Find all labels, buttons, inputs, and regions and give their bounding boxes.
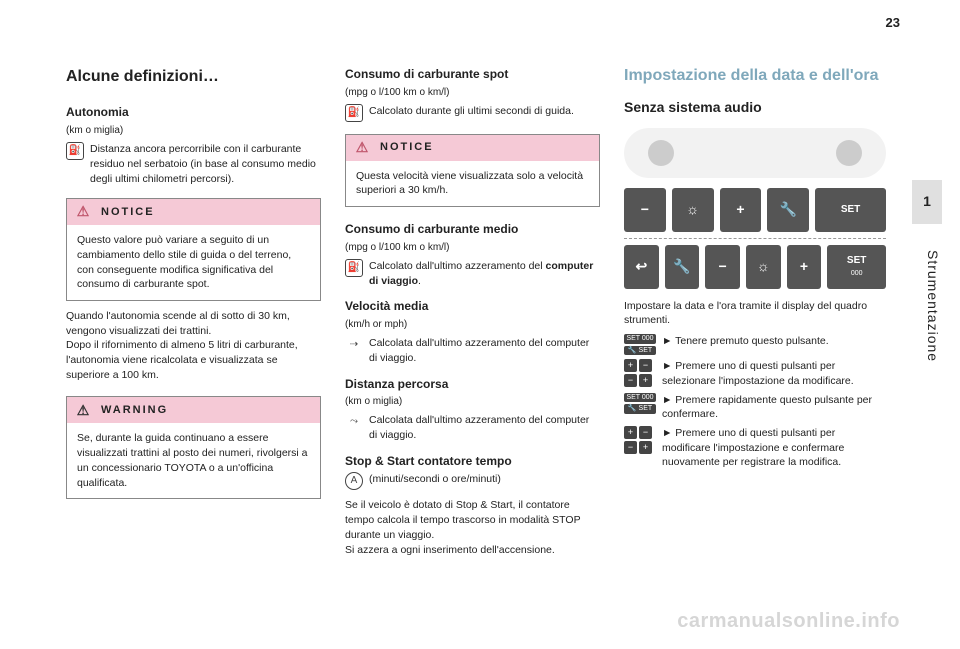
notice-header-1: ⚠ NOTICE <box>67 199 320 225</box>
dist-desc: Calcolata dall'ultimo azzeramento del co… <box>369 413 600 442</box>
heading-spot: Consumo di carburante spot <box>345 66 600 83</box>
heading-stop: Stop & Start contatore tempo <box>345 453 600 470</box>
brightness-button-2: ☼ <box>746 245 781 289</box>
col1-mid-para: Quando l'autonomia scende al di sotto di… <box>66 309 321 382</box>
tiny-plus-icon: + <box>624 426 637 439</box>
stop-para: Se il veicolo è dotato di Stop & Start, … <box>345 498 600 557</box>
units-autonomia: (km o miglia) <box>66 124 321 138</box>
tiny-plus-icon: + <box>639 374 652 387</box>
tiny-plus-icon: + <box>639 441 652 454</box>
units-medio: (mpg o l/100 km o km/l) <box>345 241 600 255</box>
distance-icon: ⤳ <box>345 413 363 431</box>
tiny-plus-icon: + <box>624 359 637 372</box>
minus-button: − <box>624 188 666 232</box>
minus-button-2: − <box>705 245 740 289</box>
chapter-tab: 1 <box>912 180 942 224</box>
notice-body-1: Questo valore può variare a seguito di u… <box>67 225 320 300</box>
fuel-pump-icon: ⛽ <box>66 142 84 160</box>
set-button: SET <box>815 188 886 232</box>
heading-medio: Consumo di carburante medio <box>345 221 600 238</box>
dash-dial-left <box>648 140 674 166</box>
autonomia-desc: Distanza ancora percorribile con il carb… <box>90 142 321 186</box>
button-row-2: ↩ 🔧 − ☼ + SET000 <box>624 238 886 289</box>
spot-block: ⛽ Calcolato durante gli ultimi secondi d… <box>345 104 600 122</box>
brightness-button: ☼ <box>672 188 714 232</box>
column-3: Impostazione della data e dell'ora Senza… <box>624 66 886 563</box>
notice-label-1: NOTICE <box>101 205 155 220</box>
step4-icons: +− −+ <box>624 426 656 454</box>
step4-text: ► Premere uno di questi pulsanti per mod… <box>662 426 886 470</box>
col3-intro: Impostare la data e l'ora tramite il dis… <box>624 299 886 328</box>
speed-icon: ⇢ <box>345 336 363 354</box>
dash-dial-right <box>836 140 862 166</box>
wrench-button-2: 🔧 <box>665 245 700 289</box>
fuel-spot-icon: ⛽ <box>345 104 363 122</box>
heading-dist: Distanza percorsa <box>345 376 600 393</box>
column-1: Alcune definizioni… Autonomia (km o migl… <box>66 66 321 563</box>
medio-block: ⛽ Calcolato dall'ultimo azzeramento del … <box>345 259 600 288</box>
button-grid: − ☼ + 🔧 SET ↩ 🔧 − ☼ + SET000 <box>624 188 886 289</box>
step-4: +− −+ ► Premere uno di questi pulsanti p… <box>624 426 886 470</box>
vel-block: ⇢ Calcolata dall'ultimo azzeramento del … <box>345 336 600 365</box>
notice-box-1: ⚠ NOTICE Questo valore può variare a seg… <box>66 198 321 301</box>
back-button: ↩ <box>624 245 659 289</box>
warning-box: ⚠ WARNING Se, durante la guida continuan… <box>66 396 321 499</box>
tiny-minus-icon: − <box>639 359 652 372</box>
step-2: +− −+ ► Premere uno di questi pulsanti p… <box>624 359 886 388</box>
set-000-button: SET000 <box>827 245 886 289</box>
step2-icons: +− −+ <box>624 359 656 387</box>
step3-text: ► Premere rapidamente questo pulsante pe… <box>662 393 886 422</box>
units-dist: (km o miglia) <box>345 395 600 409</box>
step1-icons: SET 000 🔧 SET <box>624 334 656 355</box>
watermark: carmanualsonline.info <box>677 607 900 635</box>
notice-body-2: Questa velocità viene visualizzata solo … <box>346 161 599 206</box>
notice-header-2: ⚠ NOTICE <box>346 135 599 161</box>
step1-text: ► Tenere premuto questo pulsante. <box>662 334 886 349</box>
step-1: SET 000 🔧 SET ► Tenere premuto questo pu… <box>624 334 886 355</box>
section-label: Strumentazione <box>922 250 942 362</box>
units-vel: (km/h or mph) <box>345 318 600 332</box>
tiny-set000-icon: SET 000 <box>624 393 656 403</box>
autonomia-block: ⛽ Distanza ancora percorribile con il ca… <box>66 142 321 186</box>
units-spot: (mpg o l/100 km o km/l) <box>345 86 600 100</box>
button-row-1: − ☼ + 🔧 SET <box>624 188 886 232</box>
heading-autonomia: Autonomia <box>66 104 321 121</box>
plus-button-2: + <box>787 245 822 289</box>
notice-box-2: ⚠ NOTICE Questa velocità viene visualizz… <box>345 134 600 207</box>
tiny-minus-icon: − <box>624 374 637 387</box>
tiny-minus-icon: − <box>639 426 652 439</box>
step-3: SET 000 🔧 SET ► Premere rapidamente ques… <box>624 393 886 422</box>
plus-button: + <box>720 188 762 232</box>
col3-title: Impostazione della data e dell'ora <box>624 66 886 86</box>
fuel-avg-icon: ⛽ <box>345 259 363 277</box>
warning-label: WARNING <box>101 403 168 418</box>
spot-desc: Calcolato durante gli ultimi secondi di … <box>369 104 600 119</box>
notice-triangle-icon: ⚠ <box>354 139 372 157</box>
vel-desc: Calcolata dall'ultimo azzeramento del co… <box>369 336 600 365</box>
tiny-wrench-set-icon: 🔧 SET <box>624 346 656 356</box>
col3-h2: Senza sistema audio <box>624 98 886 118</box>
tiny-minus-icon: − <box>624 441 637 454</box>
warning-header: ⚠ WARNING <box>67 397 320 423</box>
col1-title: Alcune definizioni… <box>66 66 321 88</box>
stop-units: (minuti/secondi o ore/minuti) <box>369 472 600 487</box>
tiny-set000-icon: SET 000 <box>624 334 656 344</box>
step2-text: ► Premere uno di questi pulsanti per sel… <box>662 359 886 388</box>
step3-icons: SET 000 🔧 SET <box>624 393 656 414</box>
page-content: Alcune definizioni… Autonomia (km o migl… <box>66 66 886 563</box>
medio-desc: Calcolato dall'ultimo azzeramento del co… <box>369 259 600 288</box>
column-2: Consumo di carburante spot (mpg o l/100 … <box>345 66 600 563</box>
stopstart-icon: A <box>345 472 363 490</box>
notice-triangle-icon: ⚠ <box>75 203 93 221</box>
dist-block: ⤳ Calcolata dall'ultimo azzeramento del … <box>345 413 600 442</box>
wrench-button: 🔧 <box>767 188 809 232</box>
heading-vel: Velocità media <box>345 298 600 315</box>
page-number: 23 <box>886 14 900 32</box>
dashboard-figure <box>624 128 886 178</box>
warning-triangle-icon: ⚠ <box>75 401 93 419</box>
tiny-wrench-set-icon: 🔧 SET <box>624 404 656 414</box>
stop-block: A (minuti/secondi o ore/minuti) <box>345 472 600 490</box>
warning-body: Se, durante la guida continuano a essere… <box>67 423 320 498</box>
notice-label-2: NOTICE <box>380 140 434 155</box>
